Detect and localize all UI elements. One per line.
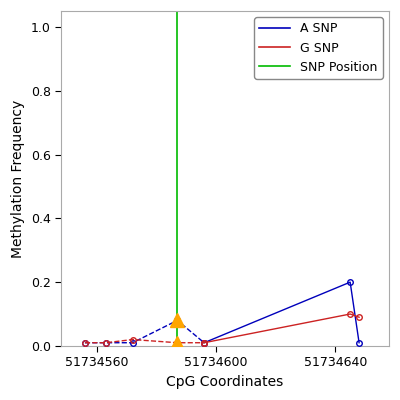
Legend: A SNP, G SNP, SNP Position: A SNP, G SNP, SNP Position [254,17,383,79]
Y-axis label: Methylation Frequency: Methylation Frequency [11,99,25,258]
X-axis label: CpG Coordinates: CpG Coordinates [166,375,284,389]
